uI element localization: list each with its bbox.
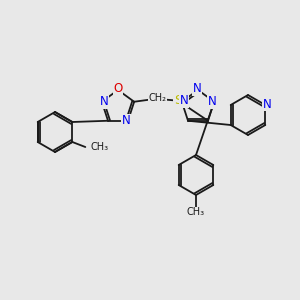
Text: N: N — [193, 82, 201, 95]
Text: N: N — [122, 114, 130, 127]
Text: N: N — [208, 95, 217, 108]
Text: CH₂: CH₂ — [148, 93, 166, 103]
Text: N: N — [100, 95, 108, 108]
Text: N: N — [179, 94, 188, 107]
Text: S: S — [174, 94, 182, 107]
Text: O: O — [113, 82, 123, 94]
Text: N: N — [263, 98, 272, 110]
Text: CH₃: CH₃ — [187, 207, 205, 217]
Text: CH₃: CH₃ — [90, 142, 108, 152]
